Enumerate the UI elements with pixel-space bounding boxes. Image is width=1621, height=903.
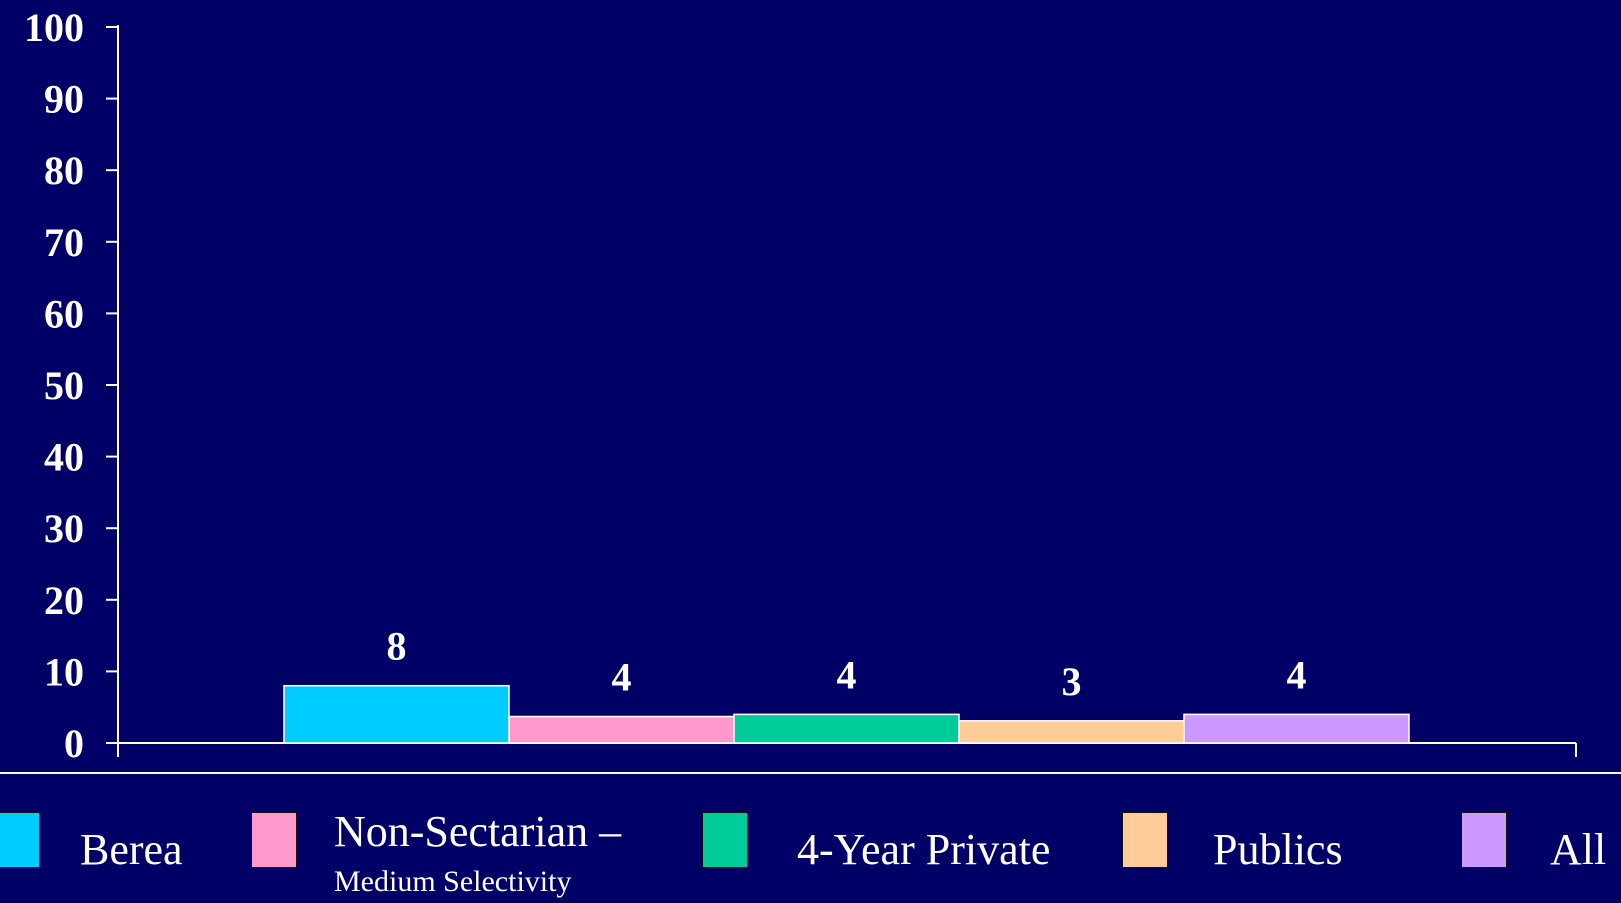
chart-axes: 0 10 20 30 40 50 60 70 80 90 100 bbox=[24, 5, 1577, 766]
chart-bars bbox=[283, 684, 1410, 744]
legend-swatch-berea bbox=[0, 812, 40, 868]
legend-swatch-4-year-private bbox=[702, 812, 748, 868]
y-tick-label-40: 40 bbox=[44, 435, 84, 480]
y-tick-label-70: 70 bbox=[44, 220, 84, 265]
y-tick-label-0: 0 bbox=[64, 721, 84, 766]
bar-3 bbox=[958, 720, 1185, 744]
bar-1 bbox=[508, 715, 735, 744]
y-tick-label-30: 30 bbox=[44, 506, 84, 551]
legend-swatch-publics bbox=[1122, 812, 1168, 868]
bar-0 bbox=[283, 684, 510, 744]
legend-sublabel-non-sectarian: Medium Selectivity bbox=[334, 865, 572, 898]
legend-label-4-year-private: 4-Year Private bbox=[797, 825, 1051, 874]
bar-value-label-1: 4 bbox=[612, 655, 632, 700]
legend-divider bbox=[0, 772, 1621, 774]
y-tick-label-60: 60 bbox=[44, 291, 84, 336]
bar-value-label-4: 4 bbox=[1287, 652, 1307, 697]
y-tick-label-10: 10 bbox=[44, 649, 84, 694]
legend-label-all: All bbox=[1550, 825, 1607, 874]
chart-value-labels: 8 4 4 3 4 bbox=[387, 624, 1307, 704]
bar-value-label-0: 8 bbox=[387, 624, 407, 669]
legend-label-berea: Berea bbox=[80, 825, 183, 874]
bar-chart: 0 10 20 30 40 50 60 70 80 90 100 8 4 4 3 4 bbox=[24, 5, 1577, 766]
y-tick-label-20: 20 bbox=[44, 578, 84, 623]
y-tick-label-80: 80 bbox=[44, 148, 84, 193]
legend-label-non-sectarian: Non-Sectarian – bbox=[334, 807, 622, 856]
y-tick-label-90: 90 bbox=[44, 77, 84, 122]
bar-4 bbox=[1183, 713, 1410, 744]
legend-label-publics: Publics bbox=[1213, 825, 1343, 874]
legend-swatch-all bbox=[1461, 812, 1507, 868]
legend-swatch-non-sectarian bbox=[251, 812, 297, 868]
bar-2 bbox=[733, 713, 960, 744]
bar-value-label-2: 4 bbox=[837, 652, 857, 697]
y-tick-label-50: 50 bbox=[44, 363, 84, 408]
y-tick-label-100: 100 bbox=[24, 5, 84, 50]
bar-value-label-3: 3 bbox=[1062, 659, 1082, 704]
